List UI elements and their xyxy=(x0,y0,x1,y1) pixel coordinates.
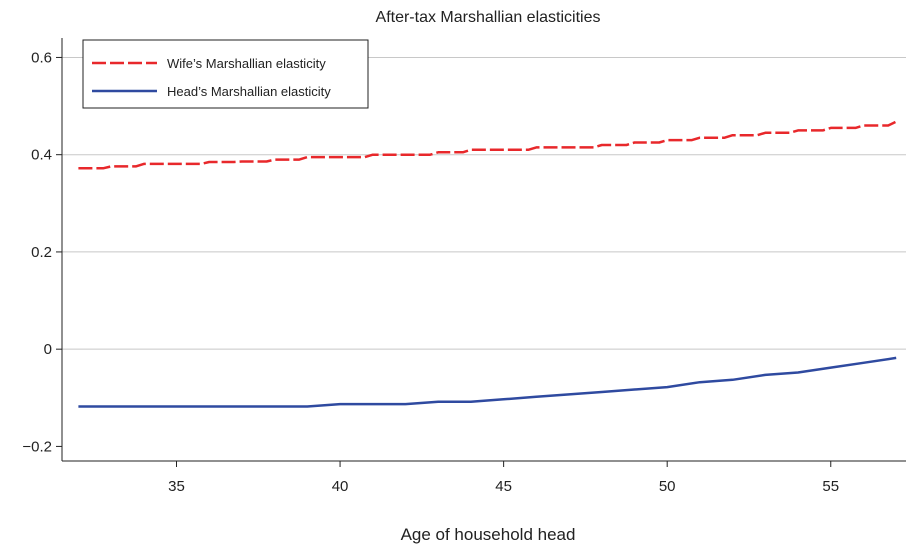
legend-label-head: Head’s Marshallian elasticity xyxy=(167,84,331,99)
x-tick-label: 55 xyxy=(822,478,839,495)
series-line-wife xyxy=(78,120,897,170)
legend-box xyxy=(82,39,369,109)
y-tick-label: 0.2 xyxy=(31,244,52,261)
legend-label-wife: Wife’s Marshallian elasticity xyxy=(167,56,326,71)
x-tick-label: 40 xyxy=(332,478,349,495)
y-tick-label: 0.4 xyxy=(31,147,52,164)
legend: Wife’s Marshallian elasticity Head’s Mar… xyxy=(82,39,369,109)
series-line-head xyxy=(78,356,897,408)
series-lines xyxy=(78,120,897,408)
x-tick-label: 35 xyxy=(168,478,185,495)
axes xyxy=(61,38,906,462)
y-tick-label: −0.2 xyxy=(22,438,52,455)
x-ticks: 35 40 45 50 55 xyxy=(168,461,839,495)
x-axis-title: Age of household head xyxy=(401,525,576,544)
chart-title: After-tax Marshallian elasticities xyxy=(376,9,601,26)
y-tick-label: 0.6 xyxy=(31,49,52,66)
y-ticks: −0.2 0 0.2 0.4 0.6 xyxy=(22,49,62,455)
x-tick-label: 50 xyxy=(659,478,676,495)
x-tick-label: 45 xyxy=(495,478,512,495)
y-tick-label: 0 xyxy=(44,341,52,358)
